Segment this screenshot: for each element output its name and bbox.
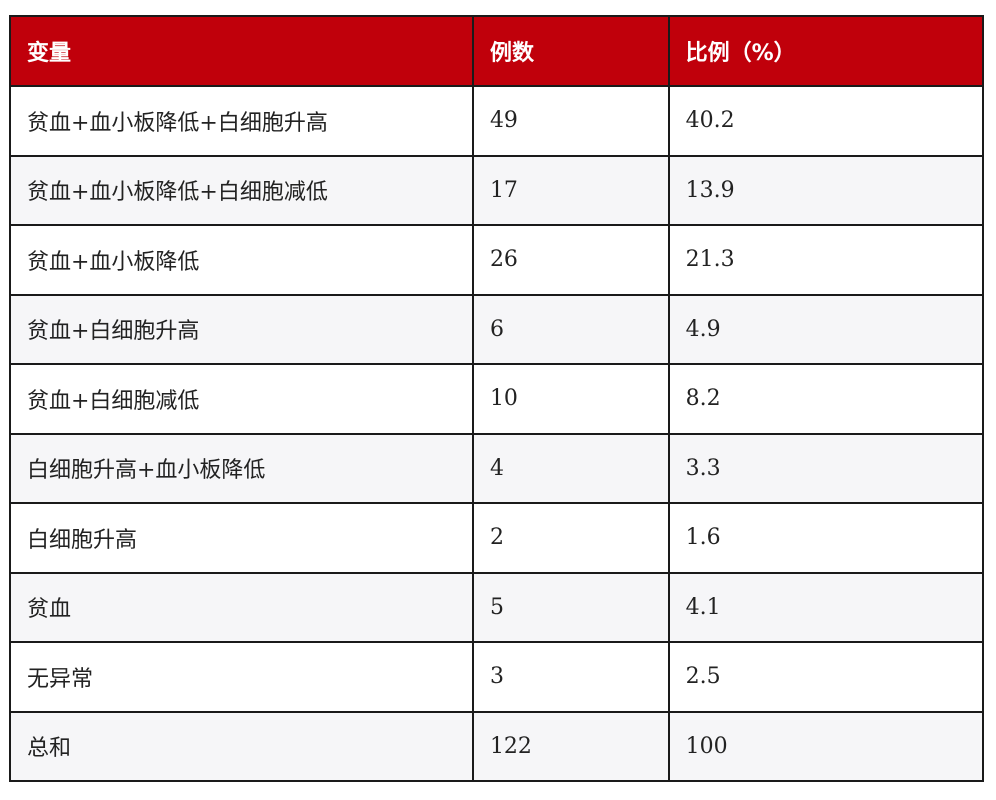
- table-row: 白细胞升高 2 1.6: [9, 502, 985, 574]
- cell-percent: 13.9: [667, 154, 985, 226]
- header-row: 变量 例数 比例（%）: [9, 15, 985, 87]
- cell-count: 2: [471, 502, 670, 574]
- cell-count: 6: [471, 293, 670, 365]
- cell-percent: 40.2: [667, 85, 985, 157]
- table-row: 贫血+白细胞升高 6 4.9: [9, 293, 985, 365]
- cell-count: 4: [471, 432, 670, 504]
- cell-variable: 无异常: [9, 641, 474, 713]
- cell-count: 17: [471, 154, 670, 226]
- cell-percent: 4.1: [667, 571, 985, 643]
- cell-percent: 4.9: [667, 293, 985, 365]
- cell-variable: 贫血+血小板降低: [9, 224, 474, 296]
- cell-count: 49: [471, 85, 670, 157]
- cell-variable: 贫血+血小板降低+白细胞减低: [9, 154, 474, 226]
- table-row: 贫血+血小板降低+白细胞减低 17 13.9: [9, 154, 985, 226]
- cell-percent: 2.5: [667, 641, 985, 713]
- cell-percent: 8.2: [667, 363, 985, 435]
- cell-percent: 1.6: [667, 502, 985, 574]
- cell-count: 122: [471, 710, 670, 782]
- table-row: 贫血+血小板降低 26 21.3: [9, 224, 985, 296]
- cell-variable: 贫血+血小板降低+白细胞升高: [9, 85, 474, 157]
- header-variable: 变量: [9, 15, 474, 87]
- cell-count: 5: [471, 571, 670, 643]
- cell-variable: 总和: [9, 710, 474, 782]
- cell-variable: 贫血+白细胞升高: [9, 293, 474, 365]
- cell-percent: 21.3: [667, 224, 985, 296]
- cell-percent: 3.3: [667, 432, 985, 504]
- data-table: 变量 例数 比例（%） 贫血+血小板降低+白细胞升高 49 40.2 贫血+血小板降低…: [9, 15, 985, 782]
- cell-variable: 白细胞升高+血小板降低: [9, 432, 474, 504]
- cell-variable: 贫血+白细胞减低: [9, 363, 474, 435]
- table-row: 无异常 3 2.5: [9, 641, 985, 713]
- cell-variable: 贫血: [9, 571, 474, 643]
- table-row: 贫血+血小板降低+白细胞升高 49 40.2: [9, 85, 985, 157]
- cell-count: 3: [471, 641, 670, 713]
- table-row: 总和 122 100: [9, 710, 985, 782]
- cell-variable: 白细胞升高: [9, 502, 474, 574]
- header-percent: 比例（%）: [667, 15, 985, 87]
- table-row: 贫血+白细胞减低 10 8.2: [9, 363, 985, 435]
- table-row: 贫血 5 4.1: [9, 571, 985, 643]
- cell-count: 26: [471, 224, 670, 296]
- table-row: 白细胞升高+血小板降低 4 3.3: [9, 432, 985, 504]
- cell-percent: 100: [667, 710, 985, 782]
- cell-count: 10: [471, 363, 670, 435]
- header-count: 例数: [471, 15, 670, 87]
